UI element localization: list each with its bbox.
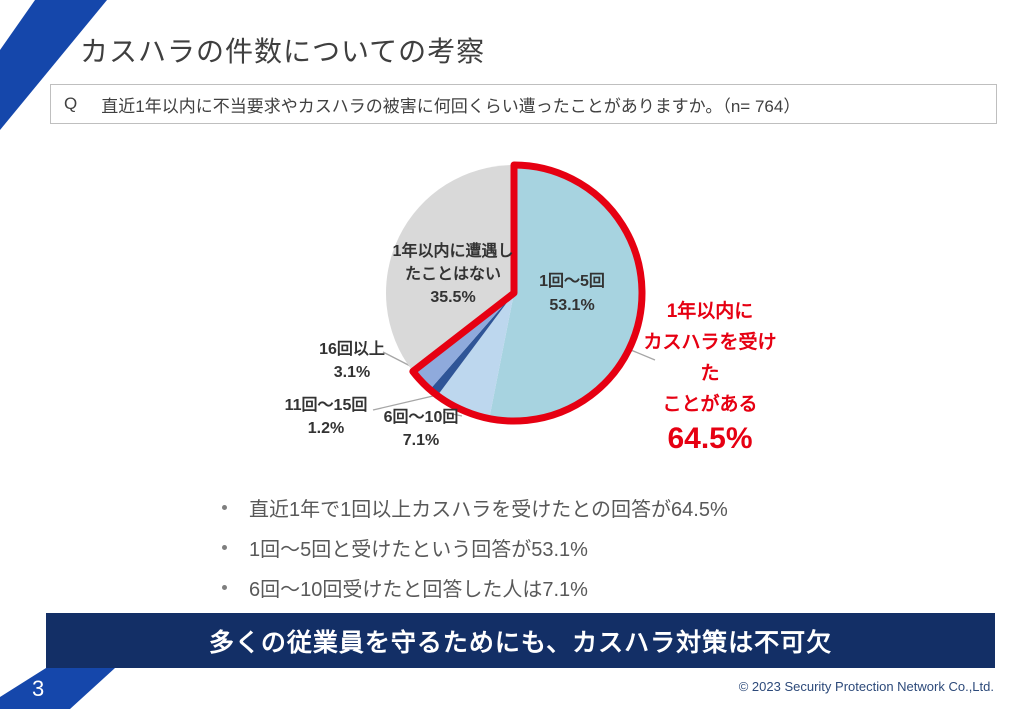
- pie-slice-2: [437, 293, 514, 419]
- highlight-percentage: 64.5%: [667, 422, 753, 455]
- pie-label-6-10: 6回～10回 7.1%: [383, 409, 459, 449]
- page-title: カスハラの件数についての考察: [80, 36, 486, 67]
- leader-line-6-10: [442, 411, 463, 417]
- leader-line-11-15: [372, 395, 434, 411]
- question-prefix: Q: [64, 94, 78, 113]
- bullet-dot-icon: [222, 544, 227, 550]
- pie-label-1-5: 1回～5回 53.1%: [539, 273, 605, 314]
- bullet-item: 1回～5回と受けたという回答が53.1%: [222, 527, 728, 567]
- copyright-footer: © 2023 Security Protection Network Co.,L…: [738, 679, 994, 694]
- pie-highlight-outline: [409, 161, 646, 425]
- pie-slice-3: [429, 293, 514, 396]
- pie-label-none: 1年以内に遭遇し たことはない 35.5%: [392, 243, 514, 306]
- pie-label-16plus: 16回以上 3.1%: [319, 341, 385, 381]
- pie-slice-5: [386, 165, 514, 372]
- pie-slice-4: [412, 293, 514, 390]
- pie-slices-group: [386, 161, 646, 425]
- bullet-dot-icon: [222, 584, 227, 590]
- bullet-dot-icon: [222, 504, 227, 510]
- pie-chart-svg: [372, 161, 656, 425]
- conclusion-banner: 多くの従業員を守るためにも、カスハラ対策は不可欠: [46, 613, 995, 668]
- summary-bullets: 直近1年で1回以上カスハラを受けたとの回答が64.5% 1回～5回と受けたという…: [222, 487, 728, 607]
- question-box: Q 直近1年以内に不当要求やカスハラの被害に何回くらい遭ったことがありますか。（…: [50, 84, 997, 124]
- page-number-ribbon: 3: [0, 668, 115, 709]
- pie-slice-1: [489, 165, 642, 421]
- bullet-item: 6回～10回受けたと回答した人は7.1%: [222, 567, 728, 607]
- question-text: 直近1年以内に不当要求やカスハラの被害に何回くらい遭ったことがありますか。（n=…: [101, 96, 801, 116]
- conclusion-text: 多くの従業員を守るためにも、カスハラ対策は不可欠: [208, 628, 833, 657]
- highlight-annotation: 1年以内に カスハラを受けた ことがある 64.5%: [640, 296, 780, 458]
- pie-chart-area: 1回～5回 53.1% 1年以内に遭遇し たことはない 35.5% 16回以上 …: [270, 150, 790, 460]
- bullet-item: 直近1年で1回以上カスハラを受けたとの回答が64.5%: [222, 487, 728, 527]
- pie-label-11-15: 11回～15回 1.2%: [284, 397, 368, 437]
- page-number: 3: [32, 676, 45, 701]
